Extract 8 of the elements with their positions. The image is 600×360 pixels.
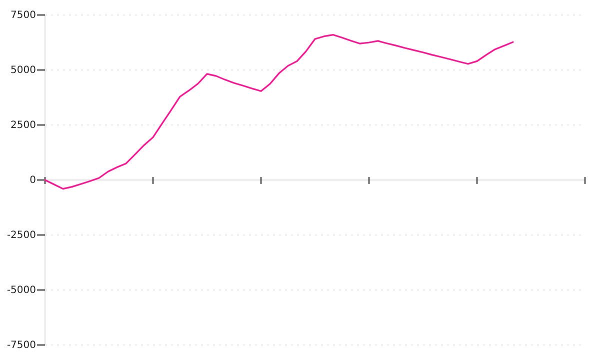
y-tick-label: 5000 bbox=[10, 65, 36, 76]
line-series bbox=[44, 34, 514, 190]
y-tick-label: 7500 bbox=[10, 10, 36, 22]
y-tick-label: -7500 bbox=[6, 340, 36, 352]
y-tick-label: -5000 bbox=[6, 285, 36, 296]
y-tick-label: 2500 bbox=[10, 120, 36, 132]
y-tick-label: -2500 bbox=[6, 230, 36, 242]
y-tick-label: 0 bbox=[30, 175, 36, 186]
